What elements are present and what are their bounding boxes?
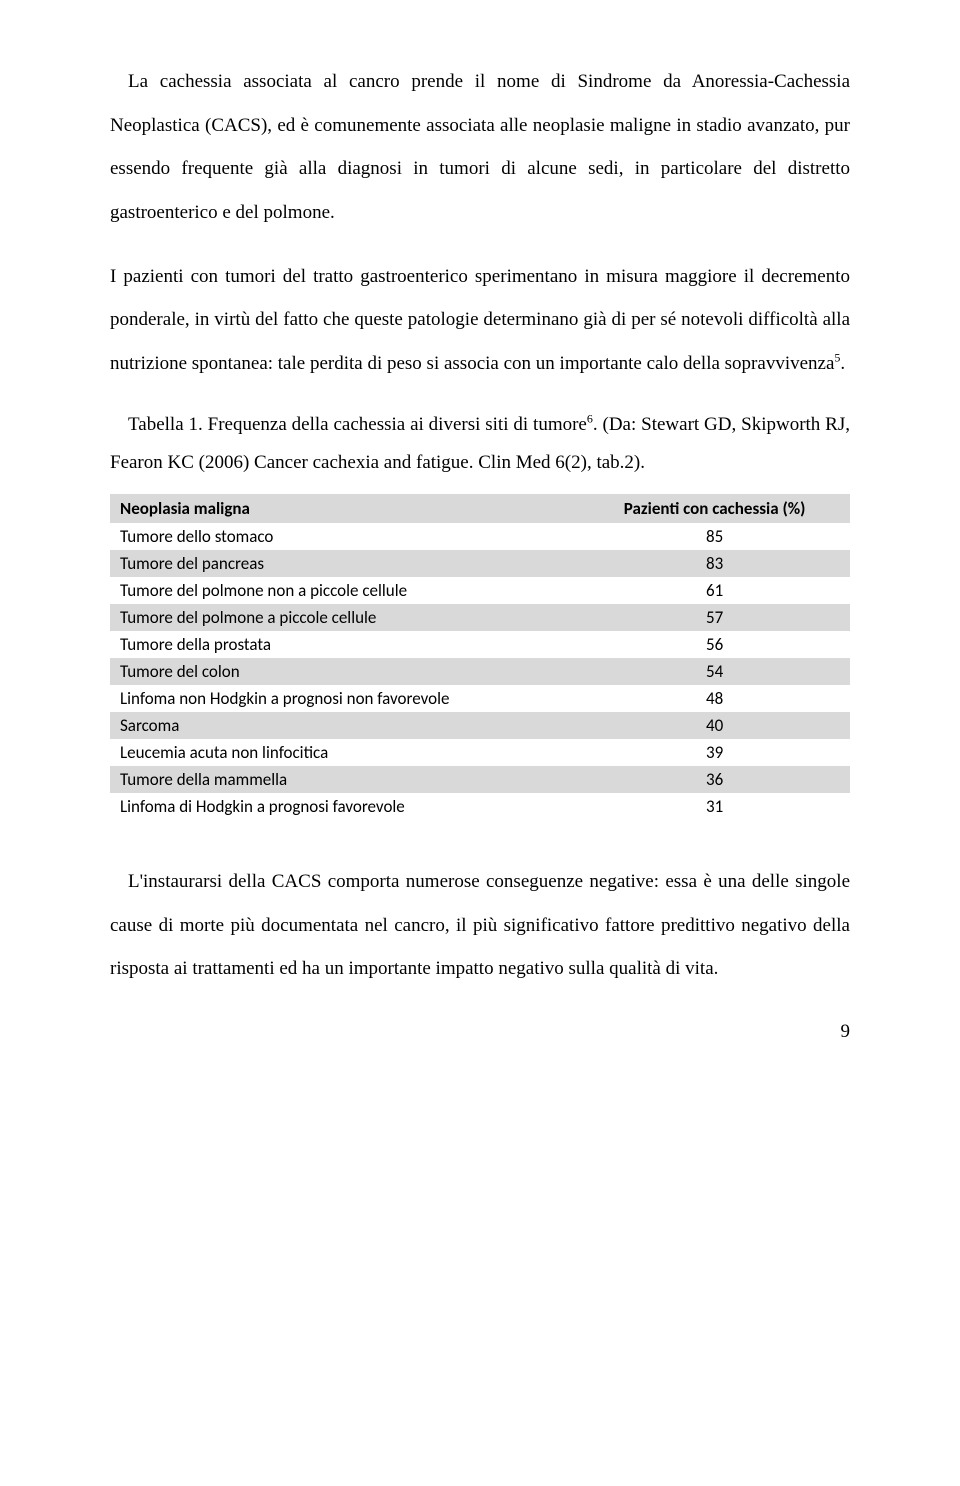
page-number: 9 — [110, 1021, 850, 1043]
table-header-neoplasia: Neoplasia maligna — [110, 494, 579, 523]
table-caption: Tabella 1. Frequenza della cachessia ai … — [110, 406, 850, 482]
table-cell-value: 36 — [579, 766, 850, 793]
table-header-percent: Pazienti con cachessia (%) — [579, 494, 850, 523]
table-cell-label: Tumore del polmone a piccole cellule — [110, 604, 579, 631]
body-paragraph-2: I pazienti con tumori del tratto gastroe… — [110, 255, 850, 386]
table-cell-value: 54 — [579, 658, 850, 685]
table-cell-label: Tumore dello stomaco — [110, 523, 579, 550]
table-cell-value: 83 — [579, 550, 850, 577]
table-row: Linfoma non Hodgkin a prognosi non favor… — [110, 685, 850, 712]
table-cell-value: 48 — [579, 685, 850, 712]
table-row: Tumore del polmone non a piccole cellule… — [110, 577, 850, 604]
table-row: Tumore dello stomaco85 — [110, 523, 850, 550]
paragraph-text: I pazienti con tumori del tratto gastroe… — [110, 266, 850, 374]
table-cell-label: Sarcoma — [110, 712, 579, 739]
table-row: Tumore della prostata56 — [110, 631, 850, 658]
body-paragraph-1: La cachessia associata al cancro prende … — [110, 60, 850, 235]
table-cell-value: 57 — [579, 604, 850, 631]
table-cell-label: Tumore della prostata — [110, 631, 579, 658]
table-row: Tumore del pancreas83 — [110, 550, 850, 577]
table-cell-label: Tumore del colon — [110, 658, 579, 685]
table-row: Tumore della mammella36 — [110, 766, 850, 793]
table-row: Linfoma di Hodgkin a prognosi favorevole… — [110, 793, 850, 820]
table-row: Leucemia acuta non linfocitica39 — [110, 739, 850, 766]
cachexia-frequency-table: Neoplasia maligna Pazienti con cachessia… — [110, 494, 850, 820]
table-cell-label: Tumore del polmone non a piccole cellule — [110, 577, 579, 604]
table-cell-label: Linfoma non Hodgkin a prognosi non favor… — [110, 685, 579, 712]
table-cell-value: 61 — [579, 577, 850, 604]
paragraph-end: . — [840, 353, 845, 374]
body-paragraph-3: L'instaurarsi della CACS comporta numero… — [110, 860, 850, 991]
table-cell-label: Tumore del pancreas — [110, 550, 579, 577]
table-cell-label: Tumore della mammella — [110, 766, 579, 793]
document-page: La cachessia associata al cancro prende … — [0, 0, 960, 1083]
table-header-row: Neoplasia maligna Pazienti con cachessia… — [110, 494, 850, 523]
table-cell-value: 40 — [579, 712, 850, 739]
table-cell-value: 39 — [579, 739, 850, 766]
table-cell-value: 85 — [579, 523, 850, 550]
table-cell-label: Leucemia acuta non linfocitica — [110, 739, 579, 766]
table-row: Tumore del colon54 — [110, 658, 850, 685]
caption-text-a: Tabella 1. Frequenza della cachessia ai … — [128, 414, 587, 435]
table-row: Tumore del polmone a piccole cellule57 — [110, 604, 850, 631]
table-cell-value: 56 — [579, 631, 850, 658]
table-row: Sarcoma40 — [110, 712, 850, 739]
table-cell-label: Linfoma di Hodgkin a prognosi favorevole — [110, 793, 579, 820]
table-cell-value: 31 — [579, 793, 850, 820]
